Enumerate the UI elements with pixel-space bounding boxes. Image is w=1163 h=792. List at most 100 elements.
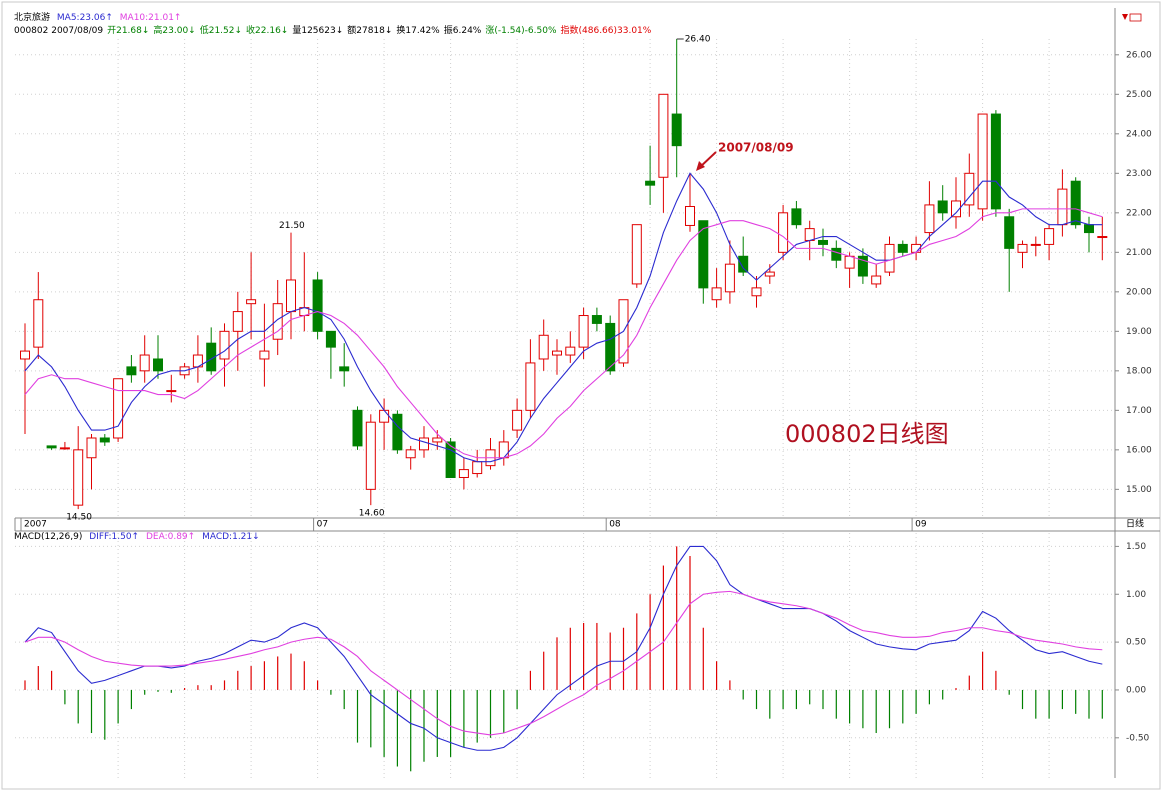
candle-body xyxy=(312,279,323,332)
marker-label: 2007/08/09 xyxy=(718,141,794,155)
candle-body xyxy=(977,113,988,210)
candle-body xyxy=(990,113,1001,210)
y-tick-label: -0.50 xyxy=(1126,733,1150,743)
y-tick-label: 0.50 xyxy=(1126,638,1146,648)
candle-body xyxy=(538,334,549,360)
candle-body xyxy=(871,275,882,285)
legend-ma10: MA10:21.01↑ xyxy=(119,13,182,23)
annotation-label: 26.40 xyxy=(685,35,711,45)
info-item: 涨(-1.54)-6.50% xyxy=(485,26,557,36)
line-series xyxy=(24,590,1103,736)
candle-body xyxy=(831,247,842,261)
candle-body xyxy=(113,378,124,439)
candle-body xyxy=(631,224,642,285)
candle-body xyxy=(964,172,975,206)
stock-name: 北京旅游 xyxy=(14,13,51,23)
candle-body xyxy=(379,409,390,423)
candle-body xyxy=(419,437,429,451)
candle-body xyxy=(73,449,84,506)
info-item: 换17.42% xyxy=(396,26,440,36)
info-item: 量125623↓ xyxy=(292,26,344,36)
legend-macd: MACD:1.21↓ xyxy=(202,532,260,542)
candle-body xyxy=(206,342,217,372)
period-label: 日线 xyxy=(1126,518,1144,530)
y-tick-label: 25.00 xyxy=(1126,90,1152,100)
y-tick-label: 1.50 xyxy=(1126,542,1146,552)
candle-body xyxy=(778,212,789,253)
candle-body xyxy=(1030,243,1041,246)
y-tick-label: 18.00 xyxy=(1126,366,1152,376)
watermark: 000802日线图 xyxy=(785,420,949,448)
y-tick-label: 0.00 xyxy=(1126,685,1146,695)
candle-body xyxy=(671,113,682,147)
candle-body xyxy=(1057,188,1068,226)
y-tick-label: 26.00 xyxy=(1126,50,1152,60)
info-item: 指数(486.66)33.01% xyxy=(560,26,652,36)
candle-body xyxy=(246,299,257,305)
icon xyxy=(1129,13,1142,22)
candle-body xyxy=(166,390,177,393)
y-tick-label: 19.00 xyxy=(1126,327,1152,337)
y-tick-label: 17.00 xyxy=(1126,406,1152,416)
candle-body xyxy=(405,449,416,459)
candle-body xyxy=(1004,216,1015,249)
info-item: 额27818↓ xyxy=(347,26,393,36)
candle-body xyxy=(924,204,935,234)
candle-body xyxy=(99,437,110,443)
candle-body xyxy=(578,315,589,348)
candle-body xyxy=(325,330,336,348)
legend-diff: DIFF:1.50↑ xyxy=(89,532,140,542)
info-item: 高23.00↓ xyxy=(153,26,196,36)
annotation-label: 14.50 xyxy=(66,513,92,523)
candle-body xyxy=(698,220,709,289)
candle-body xyxy=(605,322,616,372)
candle-body xyxy=(764,271,775,277)
candle-body xyxy=(591,315,602,324)
candle-body xyxy=(1084,224,1094,234)
y-tick-label: 22.00 xyxy=(1126,208,1152,218)
y-tick-label: 21.00 xyxy=(1126,248,1152,258)
candle-body xyxy=(645,180,656,186)
candle-body xyxy=(86,437,97,459)
line-series xyxy=(24,545,1103,751)
candle-body xyxy=(857,255,868,277)
candle-body xyxy=(1044,228,1055,245)
macd-title: MACD(12,26,9) xyxy=(14,532,83,542)
y-tick-label: 1.00 xyxy=(1126,590,1146,600)
candle-body xyxy=(897,243,908,253)
candle-body xyxy=(126,366,137,376)
candle-body xyxy=(232,311,243,332)
candle-body xyxy=(339,366,350,372)
icon xyxy=(1122,14,1128,20)
candle-body xyxy=(272,303,283,340)
candle-body xyxy=(445,441,456,478)
x-tick-label: 08 xyxy=(609,520,621,530)
x-tick-label: 2007 xyxy=(24,520,47,530)
candle-body xyxy=(498,441,509,459)
candle-body xyxy=(884,243,895,273)
y-tick-label: 23.00 xyxy=(1126,169,1152,179)
candle-body xyxy=(844,255,855,269)
candle-body xyxy=(565,346,576,356)
annotation-label: 21.50 xyxy=(279,221,305,231)
candle-body xyxy=(711,287,722,301)
x-tick-label: 09 xyxy=(915,520,927,530)
candle-body xyxy=(153,358,163,372)
x-tick-label: 07 xyxy=(317,520,328,530)
candle-body xyxy=(724,263,735,293)
candle-body xyxy=(525,362,536,411)
y-tick-label: 20.00 xyxy=(1126,287,1152,297)
info-item: 000802 2007/08/09 xyxy=(14,26,104,36)
candle-body xyxy=(219,330,230,360)
candle-body xyxy=(458,469,469,478)
candle-body xyxy=(512,409,523,431)
y-tick-label: 24.00 xyxy=(1126,129,1152,139)
candle-body xyxy=(365,421,376,490)
header-line-1: 北京旅游 MA5:23.06↑ MA10:21.01↑ xyxy=(14,12,185,24)
candle-body xyxy=(818,239,828,245)
candle-body xyxy=(20,350,30,360)
candle-body xyxy=(46,445,57,449)
